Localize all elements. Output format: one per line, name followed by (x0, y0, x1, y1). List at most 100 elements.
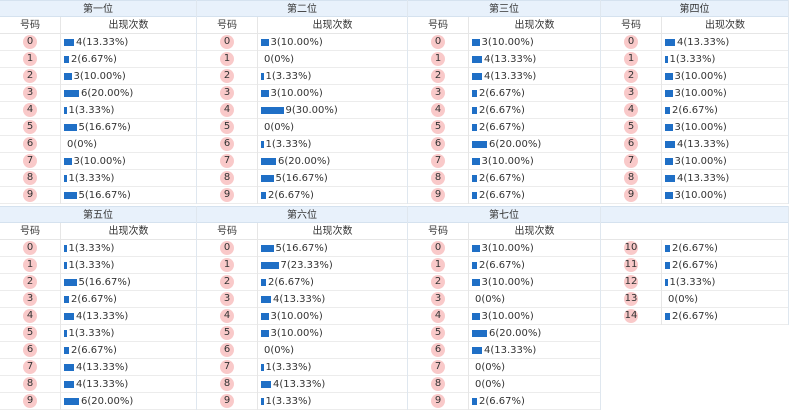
number-ball: 0 (431, 241, 445, 255)
table-row: 3 2(6.67%) (0, 290, 196, 308)
count-bar (472, 312, 480, 320)
count-label: 1(3.33%) (68, 242, 115, 254)
count-cell: 1(3.33%) (662, 54, 788, 65)
number-ball: 5 (23, 326, 37, 340)
count-cell: 5(16.67%) (61, 122, 196, 133)
table-row: 1 1(3.33%) (0, 256, 196, 274)
table-row: 4 3(10.00%) (408, 307, 600, 325)
number-ball: 1 (23, 258, 37, 272)
count-label: 4(13.33%) (76, 310, 129, 322)
count-label: 3(10.00%) (73, 70, 126, 82)
number-cell: 0 (0, 33, 61, 51)
number-cell: 7 (0, 152, 61, 170)
count-bar (64, 244, 67, 252)
table-row: 3 3(10.00%) (197, 84, 407, 102)
number-ball: 0 (23, 241, 37, 255)
count-cell: 5(16.67%) (258, 173, 407, 184)
number-cell: 6 (0, 135, 61, 153)
position-panel: 第二位 号码 出现次数 0 3(10.00%) 1 0(0%) 2 1(3.33%) 3 3(10.… (197, 0, 408, 204)
count-label: 0(0%) (264, 121, 295, 133)
panel-title: 第一位 (0, 0, 196, 17)
table-row: 7 3(10.00%) (601, 152, 788, 170)
count-bar (261, 157, 276, 165)
count-cell: 3(10.00%) (469, 243, 600, 254)
count-label: 3(10.00%) (270, 36, 323, 48)
number-cell: 5 (0, 118, 61, 136)
number-cell: 5 (197, 118, 258, 136)
table-row: 8 4(13.33%) (197, 375, 407, 393)
number-ball: 6 (220, 343, 234, 357)
table-row: 9 1(3.33%) (197, 392, 407, 410)
number-cell: 11 (601, 256, 662, 274)
count-bar (472, 55, 482, 63)
table-row: 4 3(10.00%) (197, 307, 407, 325)
number-cell: 3 (197, 84, 258, 102)
count-cell: 4(13.33%) (61, 362, 196, 373)
count-cell: 9(30.00%) (258, 105, 407, 116)
table-row: 0 3(10.00%) (408, 33, 600, 51)
number-cell: 7 (0, 358, 61, 376)
number-cell: 1 (0, 256, 61, 274)
count-label: 0(0%) (475, 378, 506, 390)
number-cell: 4 (601, 101, 662, 119)
number-ball: 14 (624, 309, 638, 323)
count-label: 0(0%) (475, 361, 506, 373)
position-panel: 第四位 号码 出现次数 0 4(13.33%) 1 1(3.33%) 2 3(10.00%) 3 3… (601, 0, 789, 204)
table-row: 6 4(13.33%) (408, 341, 600, 359)
count-bar (665, 157, 673, 165)
count-cell: 3(10.00%) (469, 277, 600, 288)
position-panel: 第三位 号码 出现次数 0 3(10.00%) 1 4(13.33%) 2 4(13.33%) 3… (408, 0, 601, 204)
count-bar (665, 106, 670, 114)
table-row: 9 2(6.67%) (408, 186, 600, 204)
table-row: 7 1(3.33%) (197, 358, 407, 376)
number-ball: 2 (624, 69, 638, 83)
number-cell: 2 (408, 273, 469, 291)
count-bar (64, 397, 79, 405)
count-label: 2(6.67%) (479, 395, 525, 407)
count-label: 3(10.00%) (270, 310, 323, 322)
number-ball: 3 (23, 86, 37, 100)
table-row: 6 0(0%) (0, 135, 196, 153)
table-row: 0 4(13.33%) (0, 33, 196, 51)
table-row: 2 3(10.00%) (0, 67, 196, 85)
number-ball: 5 (431, 326, 445, 340)
count-bar (665, 261, 670, 269)
number-cell: 1 (408, 50, 469, 68)
number-cell: 3 (408, 84, 469, 102)
count-label: 2(6.67%) (672, 242, 718, 254)
table-row: 0 5(16.67%) (197, 239, 407, 257)
number-ball: 7 (431, 154, 445, 168)
table-row: 0 1(3.33%) (0, 239, 196, 257)
number-ball: 4 (23, 309, 37, 323)
count-cell: 2(6.67%) (469, 190, 600, 201)
number-cell: 6 (408, 135, 469, 153)
number-cell: 9 (0, 392, 61, 410)
count-cell: 1(3.33%) (258, 396, 407, 407)
count-label: 2(6.67%) (479, 172, 525, 184)
number-ball: 2 (431, 275, 445, 289)
number-ball: 9 (431, 394, 445, 408)
count-cell: 1(3.33%) (61, 105, 196, 116)
column-header-row: 号码 出现次数 (408, 223, 600, 240)
number-ball: 3 (220, 292, 234, 306)
count-label: 2(6.67%) (71, 344, 117, 356)
number-cell: 8 (408, 169, 469, 187)
count-label: 2(6.67%) (672, 104, 718, 116)
number-cell: 5 (408, 324, 469, 342)
count-label: 4(13.33%) (677, 172, 730, 184)
count-bar (665, 278, 668, 286)
count-label: 4(13.33%) (76, 36, 129, 48)
count-cell: 6(20.00%) (469, 139, 600, 150)
number-cell: 0 (0, 239, 61, 257)
count-bar (64, 295, 69, 303)
number-cell: 6 (0, 341, 61, 359)
count-bar (472, 174, 477, 182)
number-ball: 4 (431, 309, 445, 323)
count-cell: 4(13.33%) (469, 54, 600, 65)
count-label: 1(3.33%) (265, 138, 312, 150)
count-label: 1(3.33%) (68, 327, 115, 339)
table-row: 9 5(16.67%) (0, 186, 196, 204)
count-cell: 4(13.33%) (61, 37, 196, 48)
number-ball: 0 (220, 35, 234, 49)
count-cell: 0(0%) (469, 362, 600, 373)
